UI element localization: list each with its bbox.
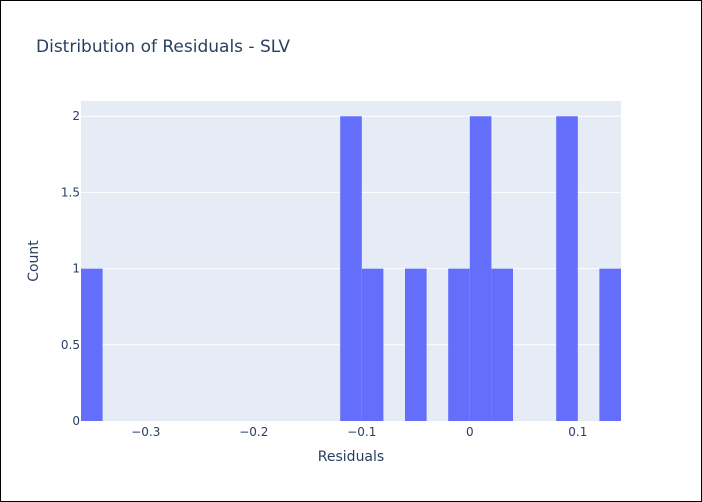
histogram-bar [405, 268, 427, 421]
histogram-bar [361, 268, 384, 421]
y-tick-label: 2 [72, 109, 80, 123]
x-tick-label: 0 [466, 425, 474, 439]
x-axis-label: Residuals [318, 449, 384, 465]
y-axis-ticks: 0 0.5 1 1.5 2 [61, 109, 80, 428]
chart-title: Distribution of Residuals - SLV [36, 37, 290, 57]
histogram-bar [599, 268, 621, 421]
bars [81, 116, 621, 421]
x-axis-ticks: −0.3 −0.2 −0.1 0 0.1 [131, 425, 587, 439]
x-tick-label: −0.2 [239, 425, 268, 439]
histogram-bar [469, 116, 492, 421]
histogram-bar [340, 116, 362, 421]
y-tick-label: 1 [72, 262, 80, 276]
y-tick-label: 0 [72, 414, 80, 428]
y-tick-label: 1.5 [61, 185, 80, 199]
x-tick-label: 0.1 [568, 425, 587, 439]
x-tick-label: −0.3 [131, 425, 160, 439]
x-tick-label: −0.1 [347, 425, 376, 439]
histogram-bar [556, 116, 578, 421]
histogram-bar [491, 268, 513, 421]
y-axis-label: Count [26, 240, 42, 282]
histogram-bar [448, 268, 470, 421]
histogram-bar [81, 268, 103, 421]
y-tick-label: 0.5 [61, 338, 80, 352]
